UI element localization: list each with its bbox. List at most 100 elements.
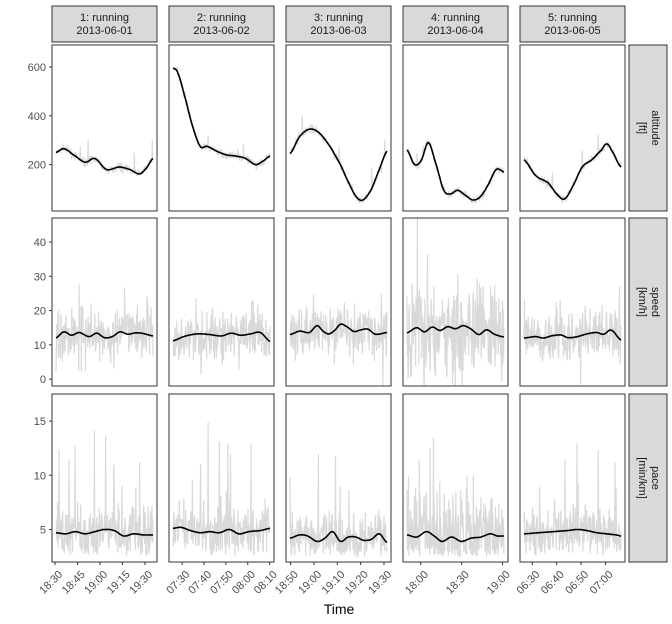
smooth-series-line <box>289 530 388 544</box>
panel-marks <box>55 430 154 556</box>
facet-strip-label: 1: running <box>80 12 129 24</box>
panel-marks <box>523 286 622 385</box>
smooth-series-line <box>406 324 505 338</box>
facet-panel <box>402 393 509 563</box>
raw-series-line <box>523 286 622 385</box>
x-tick-label: 18:50 <box>273 569 301 597</box>
facet-panel <box>402 44 509 212</box>
facet-strip-label: 4: running <box>431 12 480 24</box>
raw-series-line <box>289 453 388 557</box>
panel-border <box>285 217 392 387</box>
panel-background <box>169 218 274 386</box>
panel-marks <box>289 453 388 557</box>
x-tick-label: 08:00 <box>230 569 258 597</box>
x-tick-label: 19:00 <box>485 569 513 597</box>
smooth-series-line <box>172 331 271 343</box>
x-tick-label: 07:40 <box>186 569 214 597</box>
y-tick-label: 10 <box>34 470 46 482</box>
panel-border <box>519 393 626 563</box>
facet-panel <box>519 393 626 563</box>
panel-background <box>286 218 391 386</box>
facet-strip-variable: pace <box>649 466 661 490</box>
panel-marks <box>406 140 505 204</box>
raw-series-line <box>55 284 154 372</box>
panel-border <box>402 393 509 563</box>
facet-strip-bg <box>51 5 158 43</box>
panel-marks <box>172 298 271 375</box>
y-tick-label: 400 <box>28 111 46 123</box>
facet-strip-right: speed[km/h] <box>628 217 668 387</box>
x-tick-label: 06:40 <box>539 569 567 597</box>
raw-series-line <box>406 437 505 558</box>
smooth-series-line <box>406 141 505 201</box>
facet-strip-bg <box>402 5 509 43</box>
facet-panel <box>168 44 275 212</box>
facet-panel <box>51 44 158 212</box>
panel-border <box>51 217 158 387</box>
facet-panel <box>168 393 275 563</box>
panel-border <box>285 393 392 563</box>
facet-strip-right: altitude[ft] <box>628 44 668 212</box>
facet-strip-label: 5: running <box>548 12 597 24</box>
x-tick-label: 08:10 <box>252 569 280 597</box>
panel-border <box>519 44 626 212</box>
x-tick-label: 18:00 <box>403 569 431 597</box>
y-tick-label: 40 <box>34 237 46 249</box>
x-tick-label: 19:00 <box>296 569 324 597</box>
panel-border <box>519 217 626 387</box>
facet-strip-variable: speed <box>649 287 661 317</box>
smooth-series-line <box>55 528 153 537</box>
panel-border <box>285 44 392 212</box>
raw-series-line <box>523 443 622 557</box>
panel-background <box>169 45 274 211</box>
facet-panel <box>519 44 626 212</box>
facet-panel <box>168 217 275 387</box>
panel-border <box>168 217 275 387</box>
y-tick-label: 20 <box>34 306 46 318</box>
panel-marks <box>55 284 154 372</box>
panel-marks <box>523 443 622 557</box>
smooth-series-line <box>289 323 388 336</box>
panel-border <box>402 217 509 387</box>
panel-background <box>52 45 157 211</box>
y-tick-label: 30 <box>34 271 46 283</box>
raw-series-line <box>289 293 388 386</box>
panel-background <box>520 218 625 386</box>
facet-strip-bg <box>519 5 626 43</box>
panel-marks <box>55 139 154 177</box>
panel-marks <box>406 218 505 386</box>
facet-strip-unit: [km/h] <box>636 287 648 317</box>
smooth-series-line <box>289 128 388 202</box>
smooth-series-line <box>524 528 622 537</box>
y-tick-label: 200 <box>28 160 46 172</box>
panel-background <box>403 45 508 211</box>
x-tick-label: 19:30 <box>127 569 155 597</box>
facet-strip-unit: [min/km] <box>636 457 648 499</box>
x-tick-label: 18:30 <box>444 569 472 597</box>
panel-marks <box>289 115 388 204</box>
y-tick-label: 15 <box>34 416 46 428</box>
smooth-series-line <box>523 143 622 200</box>
facet-strip-date: 2013-06-03 <box>310 25 366 37</box>
facet-panel <box>285 44 392 212</box>
facet-panel <box>402 217 509 387</box>
facet-strip-right: pace[min/km] <box>628 393 668 563</box>
x-tick-label: 19:00 <box>82 569 110 597</box>
y-tick-label: 0 <box>40 374 46 386</box>
raw-series-line <box>172 422 271 556</box>
facet-panel <box>51 217 158 387</box>
raw-series-line <box>172 298 271 375</box>
smooth-series-line <box>55 147 154 175</box>
facet-strip-date: 2013-06-01 <box>76 25 132 37</box>
panel-border <box>168 44 275 212</box>
panel-marks <box>172 65 271 170</box>
y-tick-label: 10 <box>34 340 46 352</box>
facet-strip-variable: altitude <box>649 110 661 145</box>
facet-strip-date: 2013-06-04 <box>427 25 483 37</box>
x-tick-label: 18:45 <box>60 569 88 597</box>
